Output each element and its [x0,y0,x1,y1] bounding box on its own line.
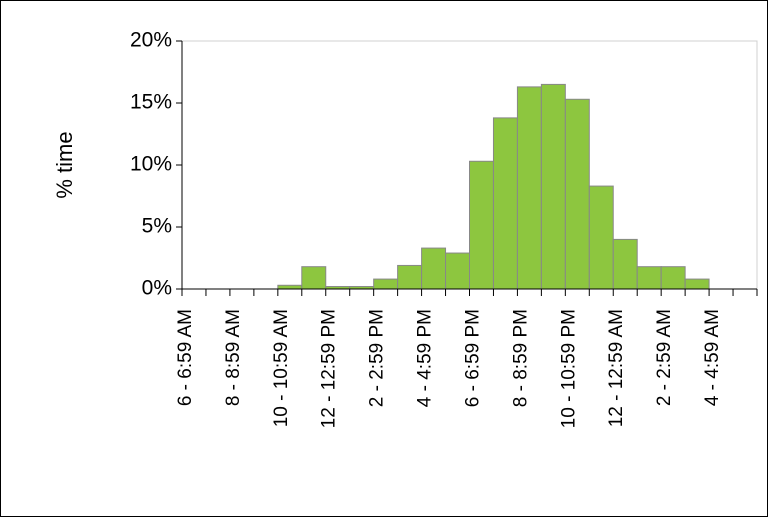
bar [636,266,662,290]
bar [301,266,327,290]
bar [684,278,710,290]
x-tick-label: 12 - 12:59 AM [606,309,627,427]
plot-border [182,40,758,289]
x-tick-label: 8 - 8:59 AM [223,309,244,406]
x-tick-label: 12 - 12:59 PM [319,309,340,428]
y-axis-label: % time [52,131,77,198]
y-tick-label: 15% [130,91,172,114]
bar [492,117,518,290]
bar [421,247,447,290]
x-tick-label: 6 - 6:59 PM [462,309,483,407]
bar [612,238,638,290]
bar [516,86,542,290]
x-tick-label: 6 - 6:59 AM [175,309,196,406]
y-tick-label: 5% [142,215,172,238]
y-tick-label: 0% [142,277,172,300]
bar [540,83,566,290]
y-tick-label: 10% [130,153,172,176]
bar [397,264,423,290]
x-tick-label: 10 - 10:59 PM [558,309,579,428]
x-tick-label: 4 - 4:59 AM [702,309,723,406]
bar [588,185,614,290]
y-tick-label: 20% [130,29,172,52]
bar [660,266,686,290]
x-tick-label: 4 - 4:59 PM [415,309,436,407]
x-tick-label: 2 - 2:59 AM [654,309,675,406]
bar [469,160,494,290]
bar [277,284,303,290]
bar [445,252,470,290]
bar [373,278,399,290]
bar [564,98,590,290]
x-tick-label: 8 - 8:59 PM [510,309,531,407]
x-tick-label: 10 - 10:59 AM [271,309,292,427]
x-tick-label: 2 - 2:59 PM [367,309,388,407]
